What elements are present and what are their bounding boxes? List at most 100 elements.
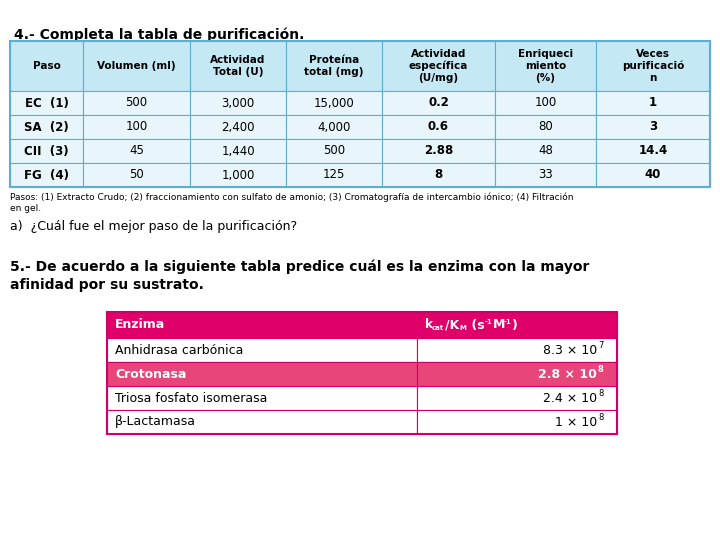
Text: 8.3 × 10: 8.3 × 10 bbox=[543, 343, 597, 356]
Text: Pasos: (1) Extracto Crudo; (2) fraccionamiento con sulfato de amonio; (3) Cromat: Pasos: (1) Extracto Crudo; (2) fracciona… bbox=[10, 192, 574, 213]
Bar bbox=[596, 91, 710, 115]
Bar bbox=[10, 115, 83, 139]
Bar bbox=[286, 91, 382, 115]
Text: k: k bbox=[425, 319, 433, 332]
Text: 2,400: 2,400 bbox=[221, 120, 255, 133]
Text: 3,000: 3,000 bbox=[221, 97, 255, 110]
Text: 500: 500 bbox=[125, 97, 148, 110]
Text: 3: 3 bbox=[649, 120, 657, 133]
Bar bbox=[382, 91, 495, 115]
Bar bbox=[107, 386, 417, 410]
Text: a)  ¿Cuál fue el mejor paso de la purificación?: a) ¿Cuál fue el mejor paso de la purific… bbox=[10, 220, 297, 233]
Text: 1,440: 1,440 bbox=[221, 145, 255, 158]
Bar bbox=[83, 163, 190, 187]
Bar bbox=[596, 139, 710, 163]
Text: -1: -1 bbox=[504, 319, 512, 325]
Text: 0.2: 0.2 bbox=[428, 97, 449, 110]
Bar bbox=[495, 41, 596, 91]
Text: 45: 45 bbox=[129, 145, 144, 158]
Text: 40: 40 bbox=[645, 168, 661, 181]
Bar bbox=[83, 139, 190, 163]
Bar bbox=[382, 115, 495, 139]
Text: 8: 8 bbox=[598, 389, 603, 399]
Text: 50: 50 bbox=[129, 168, 144, 181]
Text: 33: 33 bbox=[538, 168, 553, 181]
Text: SA  (2): SA (2) bbox=[24, 120, 69, 133]
Bar bbox=[10, 139, 83, 163]
Bar bbox=[190, 115, 286, 139]
Text: ): ) bbox=[512, 319, 518, 332]
Text: 500: 500 bbox=[323, 145, 345, 158]
Text: 5.- De acuerdo a la siguiente tabla predice cuál es la enzima con la mayor
afini: 5.- De acuerdo a la siguiente tabla pred… bbox=[10, 260, 590, 292]
Bar bbox=[107, 312, 617, 434]
Text: Crotonasa: Crotonasa bbox=[115, 368, 186, 381]
Bar bbox=[83, 91, 190, 115]
Bar bbox=[83, 115, 190, 139]
Text: Veces
purificació
n: Veces purificació n bbox=[622, 49, 684, 83]
Bar bbox=[10, 163, 83, 187]
Text: cat: cat bbox=[432, 325, 444, 330]
Bar bbox=[495, 139, 596, 163]
Bar bbox=[83, 41, 190, 91]
Text: 7: 7 bbox=[598, 341, 603, 350]
Bar bbox=[286, 163, 382, 187]
Text: Actividad
Total (U): Actividad Total (U) bbox=[210, 55, 266, 77]
Bar bbox=[596, 115, 710, 139]
Bar bbox=[10, 41, 83, 91]
Text: 1: 1 bbox=[649, 97, 657, 110]
Bar bbox=[107, 338, 417, 362]
Text: M: M bbox=[459, 325, 466, 330]
Text: 14.4: 14.4 bbox=[639, 145, 667, 158]
Text: Paso: Paso bbox=[32, 61, 60, 71]
Text: 48: 48 bbox=[538, 145, 553, 158]
Text: 8: 8 bbox=[598, 366, 604, 375]
Text: 1,000: 1,000 bbox=[221, 168, 255, 181]
Bar bbox=[495, 91, 596, 115]
Bar bbox=[10, 41, 710, 187]
Text: Triosa fosfato isomerasa: Triosa fosfato isomerasa bbox=[115, 392, 267, 404]
Text: 0.6: 0.6 bbox=[428, 120, 449, 133]
Text: -1: -1 bbox=[485, 319, 492, 325]
Bar bbox=[190, 163, 286, 187]
Bar bbox=[190, 139, 286, 163]
Text: Anhidrasa carbónica: Anhidrasa carbónica bbox=[115, 343, 243, 356]
Text: /K: /K bbox=[445, 319, 459, 332]
Bar bbox=[417, 386, 617, 410]
Text: 2.8 × 10: 2.8 × 10 bbox=[538, 368, 597, 381]
Bar bbox=[286, 115, 382, 139]
Text: 2.4 × 10: 2.4 × 10 bbox=[543, 392, 597, 404]
Text: FG  (4): FG (4) bbox=[24, 168, 69, 181]
Text: 15,000: 15,000 bbox=[314, 97, 354, 110]
Bar bbox=[417, 362, 617, 386]
Bar bbox=[417, 410, 617, 434]
Text: 100: 100 bbox=[534, 97, 557, 110]
Text: 2.88: 2.88 bbox=[424, 145, 453, 158]
Bar bbox=[107, 362, 417, 386]
Bar bbox=[286, 139, 382, 163]
Bar bbox=[107, 312, 617, 338]
Bar bbox=[596, 163, 710, 187]
Text: 4,000: 4,000 bbox=[318, 120, 351, 133]
Bar bbox=[495, 115, 596, 139]
Text: 4.- Completa la tabla de purificación.: 4.- Completa la tabla de purificación. bbox=[14, 27, 305, 42]
Text: M: M bbox=[493, 319, 505, 332]
Text: EC  (1): EC (1) bbox=[24, 97, 68, 110]
Text: 80: 80 bbox=[538, 120, 553, 133]
Text: 8: 8 bbox=[598, 414, 603, 422]
Text: Actividad
específica
(U/mg): Actividad específica (U/mg) bbox=[409, 49, 468, 83]
Text: CII  (3): CII (3) bbox=[24, 145, 69, 158]
Bar bbox=[596, 41, 710, 91]
Bar bbox=[10, 91, 83, 115]
Bar bbox=[190, 41, 286, 91]
Text: Volumen (ml): Volumen (ml) bbox=[97, 61, 176, 71]
Text: Enzima: Enzima bbox=[115, 319, 166, 332]
Bar bbox=[495, 163, 596, 187]
Bar bbox=[417, 338, 617, 362]
Text: (s: (s bbox=[467, 319, 485, 332]
Bar bbox=[382, 41, 495, 91]
Text: Enriqueci
miento
(%): Enriqueci miento (%) bbox=[518, 49, 573, 83]
Text: 100: 100 bbox=[125, 120, 148, 133]
Text: 125: 125 bbox=[323, 168, 345, 181]
Bar bbox=[286, 41, 382, 91]
Text: 1 × 10: 1 × 10 bbox=[554, 415, 597, 429]
